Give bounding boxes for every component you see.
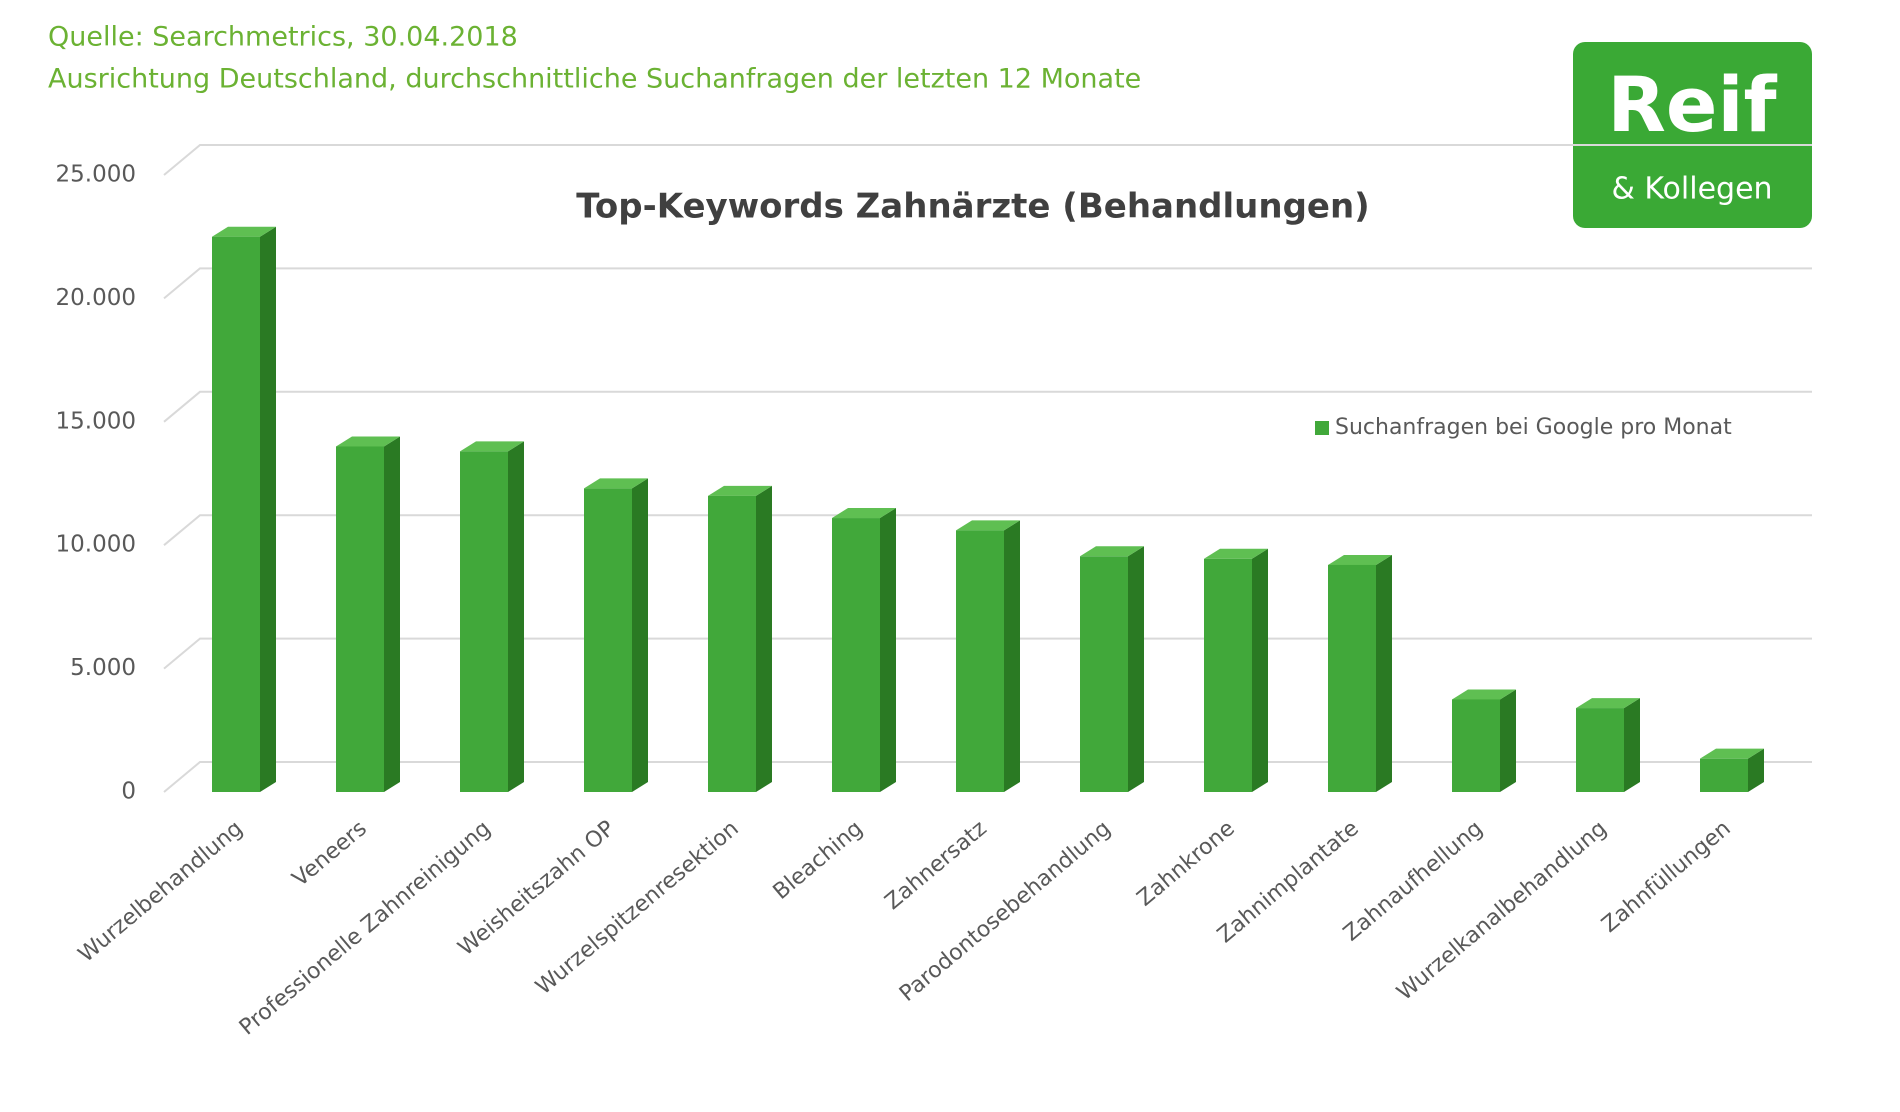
bar: [956, 530, 1004, 792]
bar-top: [1080, 546, 1144, 557]
subtitle: Ausrichtung Deutschland, durchschnittlic…: [48, 64, 1141, 95]
bar-top: [1328, 554, 1392, 565]
y-tick-label: 15.000: [56, 408, 136, 434]
grid-line: [163, 144, 1812, 176]
logo-text: Reif: [1607, 60, 1777, 149]
y-tick-label: 0: [121, 779, 136, 805]
bar: [832, 518, 880, 792]
x-tick-label: Professionelle Zahnreinigung: [235, 816, 496, 1040]
bar-side: [632, 478, 648, 792]
grid-line: [163, 267, 1812, 300]
x-tick-label: Parodontosebehandlung: [895, 816, 1116, 1007]
logo-box: [1573, 42, 1812, 228]
bar: [212, 236, 260, 792]
bar-top: [1452, 689, 1516, 700]
grid-line: [163, 761, 1812, 793]
bar-side: [1128, 546, 1144, 792]
y-tick-label: 25.000: [56, 162, 136, 188]
bar-top: [956, 520, 1020, 531]
y-tick-label: 5.000: [70, 655, 136, 681]
bar-side: [1624, 698, 1640, 792]
bar: [708, 495, 756, 792]
y-tick-label: 20.000: [56, 285, 136, 311]
bar: [584, 488, 632, 792]
bar-side: [880, 508, 896, 792]
bar-top: [1204, 548, 1268, 559]
x-tick-label: Zahnkrone: [1133, 816, 1240, 911]
bar-top: [708, 485, 772, 496]
x-tick-label: Veneers: [288, 816, 372, 892]
bar-side: [1252, 548, 1268, 792]
bar-side: [260, 226, 276, 792]
y-tick-label: 10.000: [56, 532, 136, 558]
bar-side: [508, 441, 524, 792]
grid-line: [163, 514, 1812, 546]
grid-line: [163, 637, 1812, 670]
x-tick-label: Wurzelkanalbehandlung: [1392, 816, 1611, 1006]
bar: [460, 451, 508, 792]
bar-top: [1576, 698, 1640, 709]
bar-top: [584, 478, 648, 489]
bar: [1204, 558, 1252, 792]
source: Quelle: Searchmetrics, 30.04.2018: [48, 22, 518, 53]
bar-side: [756, 485, 772, 792]
bar-side: [1748, 748, 1764, 792]
x-tick-label: Wurzelbehandlung: [74, 816, 248, 968]
bar-top: [336, 436, 400, 447]
bar: [1452, 699, 1500, 792]
logo-subtext: & Kollegen: [1611, 172, 1772, 207]
legend-swatch: [1315, 421, 1329, 435]
bar: [336, 446, 384, 792]
legend-label: Suchanfragen bei Google pro Monat: [1335, 415, 1732, 440]
x-tick-label: Bleaching: [769, 816, 868, 905]
bar-top: [832, 508, 896, 519]
x-tick-label: Zahnersatz: [881, 816, 992, 915]
bar-side: [1376, 554, 1392, 792]
bar: [1576, 708, 1624, 792]
bar-side: [1004, 520, 1020, 792]
x-tick-label: Zahnfüllungen: [1597, 816, 1735, 938]
bar-top: [460, 441, 524, 452]
bar: [1080, 556, 1128, 792]
bar-side: [384, 436, 400, 792]
bar-top: [1700, 748, 1764, 759]
grid-line: [163, 390, 1812, 423]
bar: [1328, 564, 1376, 792]
x-tick-label: Wurzelspitzenresektion: [531, 816, 743, 1000]
bar-top: [212, 226, 276, 237]
chart-title: Top-Keywords Zahnärzte (Behandlungen): [576, 187, 1369, 227]
bar-side: [1500, 689, 1516, 792]
bar: [1700, 758, 1748, 792]
